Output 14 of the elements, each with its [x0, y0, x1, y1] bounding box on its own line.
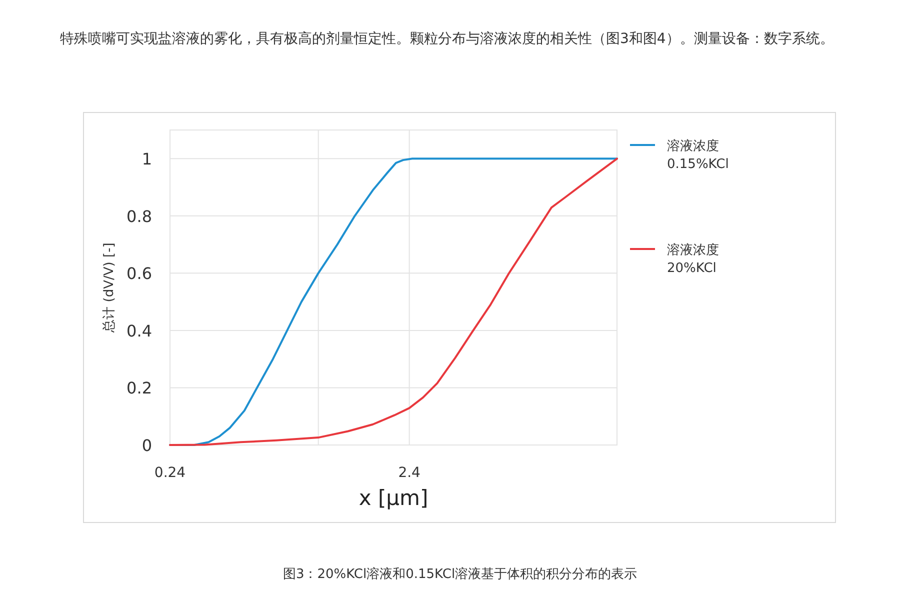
x-axis-title: x [μm]: [358, 486, 428, 510]
y-tick-label: 0.6: [126, 264, 152, 284]
y-tick-label: 0.4: [126, 321, 152, 340]
y-tick-label: 0.2: [126, 378, 152, 398]
y-tick-label: 0.8: [126, 206, 152, 226]
y-axis-title: 总计 (dV/V) [-]: [102, 242, 117, 334]
legend-label: 溶液浓度 20%KCl: [667, 242, 719, 276]
legend-label: 溶液浓度 0.15%KCl: [667, 138, 729, 172]
y-tick-label: 1: [142, 150, 152, 169]
x-tick-label: 2.4: [398, 465, 421, 481]
caption: 图3：20%KCl溶液和0.15KCl溶液基于体积的积分分布的表示: [282, 566, 638, 582]
x-tick-label: 0.24: [154, 465, 186, 481]
y-tick-label: 0: [142, 436, 152, 455]
text: 特殊喷嘴可实现盐溶液的雾化，具有极高的剂量恒定性。颗粒分布与溶液浓度的相关性（图3和图4）。测量设备：数字系统。: [60, 31, 834, 47]
